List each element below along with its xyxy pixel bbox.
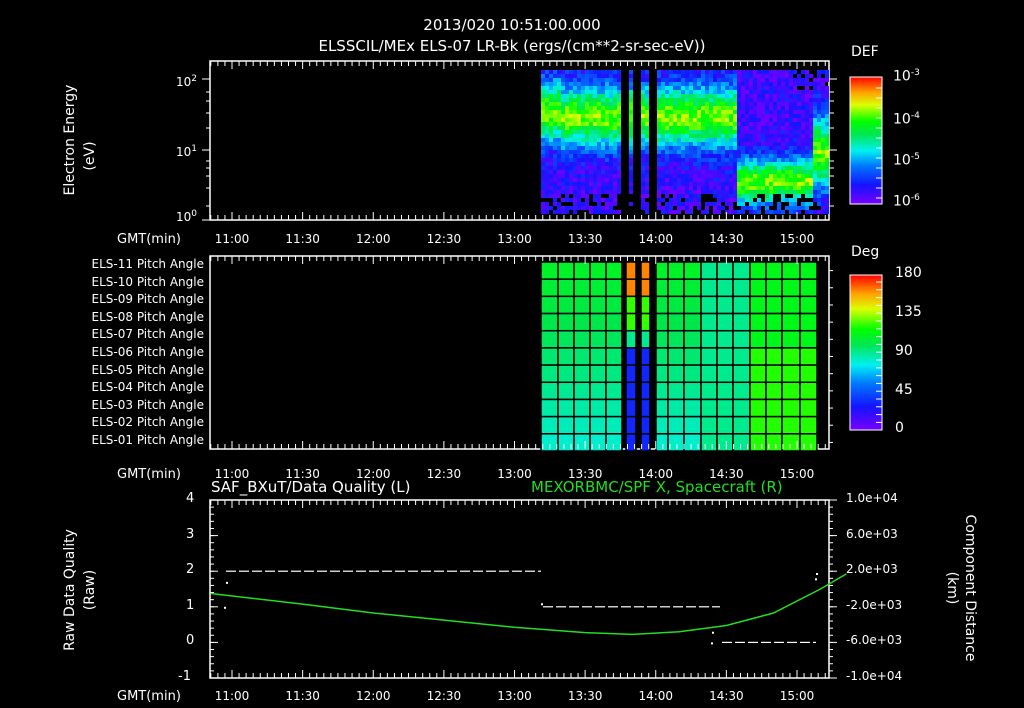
time-tick-label: 14:00: [638, 689, 674, 703]
pitch-angle-row-label: ELS-10 Pitch Angle: [91, 274, 204, 289]
distance-tick-label: -6.0e+03: [846, 633, 903, 648]
deg-colorbar-label: 180: [895, 265, 922, 281]
plot-timestamp: 2013/020 10:51:00.000: [423, 16, 601, 34]
pitch-angle-row-label: ELS-11 Pitch Angle: [91, 257, 204, 271]
pitch-angle-row-label: ELS-02 Pitch Angle: [91, 415, 204, 430]
time-tick-label: 13:00: [497, 467, 532, 481]
quality-axis-unit: (Raw): [82, 569, 98, 611]
time-tick-label: 12:00: [355, 232, 391, 246]
energy-tick-1: 100: [176, 209, 198, 224]
time-tick-label: 12:30: [426, 467, 462, 481]
time-tick-label: 11:30: [285, 467, 320, 481]
gmt-axis-label: GMT(min): [117, 467, 181, 482]
quality-tick-label: 0: [186, 633, 195, 649]
time-tick-label: 11:00: [214, 467, 250, 481]
distance-tick-label: 6.0e+03: [846, 526, 898, 541]
quality-tick-label: 1: [186, 597, 195, 613]
gmt-axis-label: GMT(min): [117, 232, 181, 247]
time-tick-label: 14:00: [638, 467, 674, 481]
time-tick-label: 14:30: [709, 232, 744, 246]
distance-tick-label: 1.0e+04: [846, 491, 898, 505]
deg-colorbar-title: Deg: [851, 244, 880, 260]
deg-colorbar-label: 0: [895, 420, 904, 436]
def-colorbar-label: 10-5: [893, 152, 920, 169]
def-colorbar-label: 10-3: [893, 68, 920, 85]
def-colorbar-title: DEF: [851, 44, 879, 60]
pitch-angle-row-label: ELS-09 Pitch Angle: [91, 292, 204, 307]
quality-axis-label: Raw Data Quality: [62, 529, 78, 651]
deg-colorbar-label: 90: [895, 343, 913, 359]
def-colorbar-label: 10-4: [893, 111, 920, 128]
gmt-axis-label: GMT(min): [117, 689, 181, 704]
time-tick-label: 15:00: [779, 232, 815, 246]
time-tick-label: 11:00: [214, 689, 250, 703]
pitch-angle-row-label: ELS-04 Pitch Angle: [91, 380, 204, 395]
quality-tick-label: -1: [178, 669, 191, 684]
deg-colorbar-label: 135: [895, 304, 922, 320]
time-tick-label: 11:30: [285, 232, 320, 246]
distance-tick-label: 2.0e+03: [846, 562, 898, 577]
time-tick-label: 12:30: [426, 232, 462, 246]
time-tick-label: 13:30: [567, 232, 603, 246]
pitch-angle-row-label: ELS-08 Pitch Angle: [91, 309, 204, 324]
distance-tick-label: -1.0e+04: [846, 669, 903, 683]
time-tick-label: 14:30: [709, 689, 744, 703]
quality-tick-label: 3: [186, 526, 195, 542]
time-tick-label: 15:00: [779, 467, 815, 481]
def-colorbar-label: 10-6: [893, 193, 920, 210]
time-tick-label: 13:30: [567, 689, 603, 703]
quality-tick-label: 2: [186, 562, 195, 578]
quality-tick-label: 4: [186, 491, 195, 506]
time-tick-label: 13:30: [567, 467, 603, 481]
deg-colorbar-label: 45: [895, 382, 913, 398]
energy-axis-unit: (eV): [82, 141, 98, 171]
time-tick-label: 13:00: [497, 232, 532, 246]
time-tick-label: 14:30: [709, 467, 744, 481]
time-tick-label: 15:00: [779, 689, 815, 703]
time-tick-label: 13:00: [497, 689, 532, 703]
time-tick-label: 14:00: [638, 232, 674, 246]
pitch-angle-row-label: ELS-03 Pitch Angle: [91, 397, 204, 412]
spacecraft-title: MEXORBMC/SPF X, Spacecraft (R): [531, 478, 783, 496]
time-tick-label: 11:00: [214, 232, 250, 246]
pitch-angle-row-label: ELS-06 Pitch Angle: [91, 345, 204, 359]
time-tick-label: 12:30: [426, 689, 462, 703]
quality-title: SAF_BXuT/Data Quality (L): [211, 478, 411, 496]
distance-axis-label: Component Distance: [962, 514, 978, 662]
pitch-angle-row-label: ELS-01 Pitch Angle: [91, 433, 204, 447]
time-tick-label: 12:00: [355, 467, 391, 481]
time-tick-label: 12:00: [355, 689, 391, 703]
plot-title: ELSSCIL/MEx ELS-07 LR-Bk (ergs/(cm**2-sr…: [318, 37, 706, 55]
distance-axis-unit: (km): [944, 571, 960, 605]
energy-tick-10: 101: [176, 144, 198, 159]
pitch-angle-row-label: ELS-05 Pitch Angle: [91, 362, 204, 377]
energy-axis-label: Electron Energy: [62, 84, 78, 196]
distance-tick-label: -2.0e+03: [846, 597, 903, 612]
time-tick-label: 11:30: [285, 689, 320, 703]
energy-tick-100: 102: [176, 74, 198, 89]
pitch-angle-row-label: ELS-07 Pitch Angle: [91, 327, 204, 342]
